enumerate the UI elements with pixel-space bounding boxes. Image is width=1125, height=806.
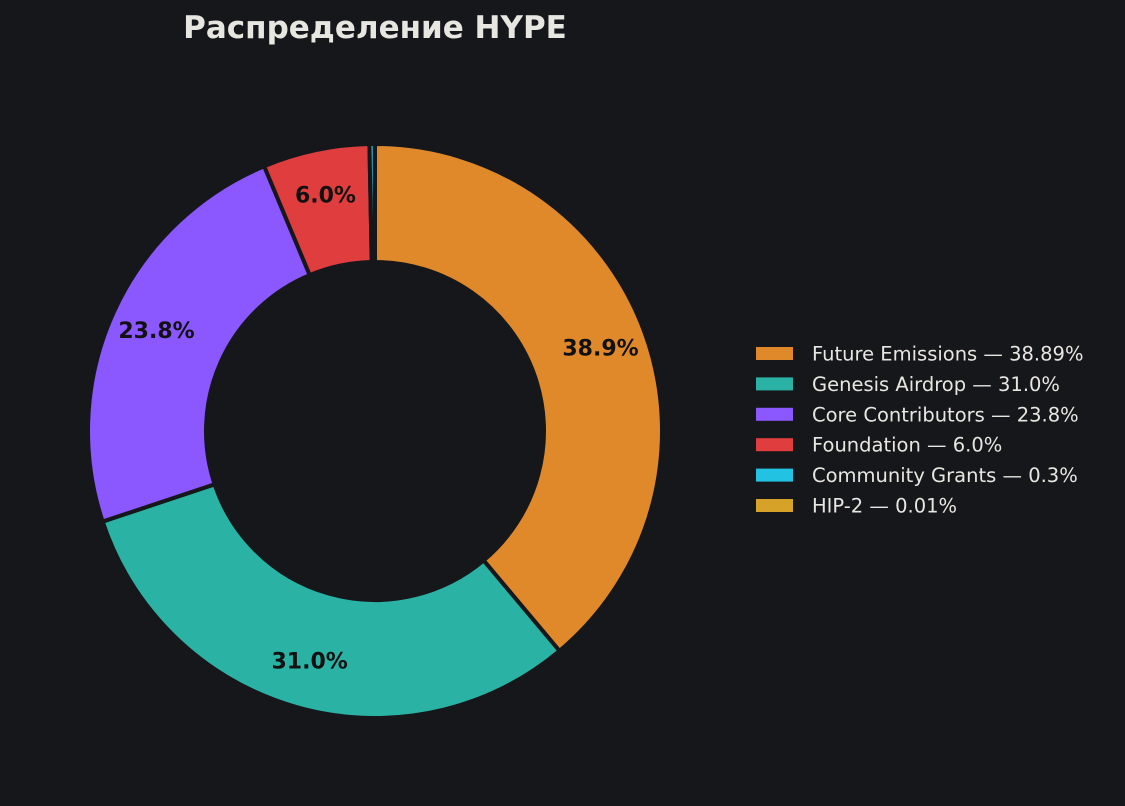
slice-future-emissions (373, 142, 664, 653)
slice-label-foundation: 6.0% (295, 184, 356, 209)
slice-label-future-emissions: 38.9% (562, 336, 638, 361)
legend-label-core-contributors: Core Contributors — 23.8% (812, 403, 1079, 426)
chart-title: Распределение HYPE (183, 10, 567, 46)
donut-slices (86, 141, 664, 720)
slice-percent-labels: 38.9% 31.0% 23.8% 6.0% (118, 184, 638, 675)
slice-label-core-contributors: 23.8% (118, 319, 194, 344)
legend: Future Emissions — 38.89% Genesis Airdrop… (756, 343, 1083, 518)
legend-swatch-hip-2 (756, 499, 793, 512)
legend-swatch-future-emissions (756, 347, 793, 360)
legend-label-community-grants: Community Grants — 0.3% (812, 464, 1078, 487)
legend-label-future-emissions: Future Emissions — 38.89% (812, 343, 1083, 366)
legend-swatch-genesis-airdrop (756, 377, 793, 391)
legend-swatch-community-grants (756, 468, 793, 482)
legend-label-genesis-airdrop: Genesis Airdrop — 31.0% (812, 373, 1060, 396)
slice-label-genesis-airdrop: 31.0% (271, 649, 347, 674)
legend-swatch-foundation (756, 438, 793, 452)
slice-core-contributors (86, 164, 312, 524)
legend-swatch-core-contributors (756, 407, 793, 421)
legend-label-foundation: Foundation — 6.0% (812, 434, 1002, 457)
slice-genesis-airdrop (100, 482, 562, 720)
legend-label-hip-2: HIP-2 — 0.01% (812, 495, 957, 518)
